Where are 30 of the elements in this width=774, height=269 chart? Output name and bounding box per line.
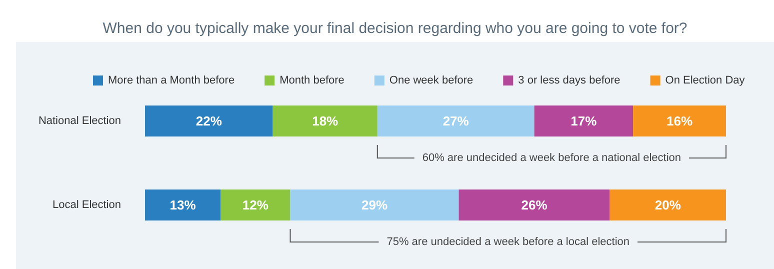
y-tick-label: Local Election: [52, 199, 121, 211]
y-tick-label: National Election: [38, 115, 121, 127]
bar: [145, 190, 221, 220]
data-label: 29%: [361, 198, 388, 212]
data-label: 12%: [242, 198, 269, 212]
bar: [633, 106, 726, 136]
chart-title: When do you typically make your final decision regarding who you are going to vote for?: [102, 20, 688, 37]
data-label: 22%: [196, 114, 222, 128]
data-label: 18%: [312, 114, 339, 128]
legend-label: On Election Day: [665, 74, 746, 86]
annotation: 75% are undecided a week before a local election: [386, 236, 630, 248]
data-label: 26%: [521, 198, 548, 212]
legend-label: One week before: [389, 74, 474, 86]
data-label: 16%: [666, 114, 693, 128]
bar: [377, 106, 534, 136]
data-label: 13%: [170, 198, 196, 212]
bar: [272, 106, 378, 136]
legend-label: Month before: [280, 74, 344, 86]
bar: [610, 190, 726, 220]
data-label: 20%: [654, 198, 682, 212]
data-label: 17%: [570, 114, 598, 128]
bar: [290, 190, 459, 220]
legend-label: 3 or less days before: [518, 74, 620, 86]
annotation: 60% are undecided a week before a national election: [422, 152, 682, 164]
legend-label: More than a Month before: [108, 74, 235, 86]
bar: [534, 106, 634, 136]
bar: [458, 190, 610, 220]
bar: [145, 106, 273, 136]
bar: [220, 190, 290, 220]
data-label: 27%: [442, 114, 470, 128]
